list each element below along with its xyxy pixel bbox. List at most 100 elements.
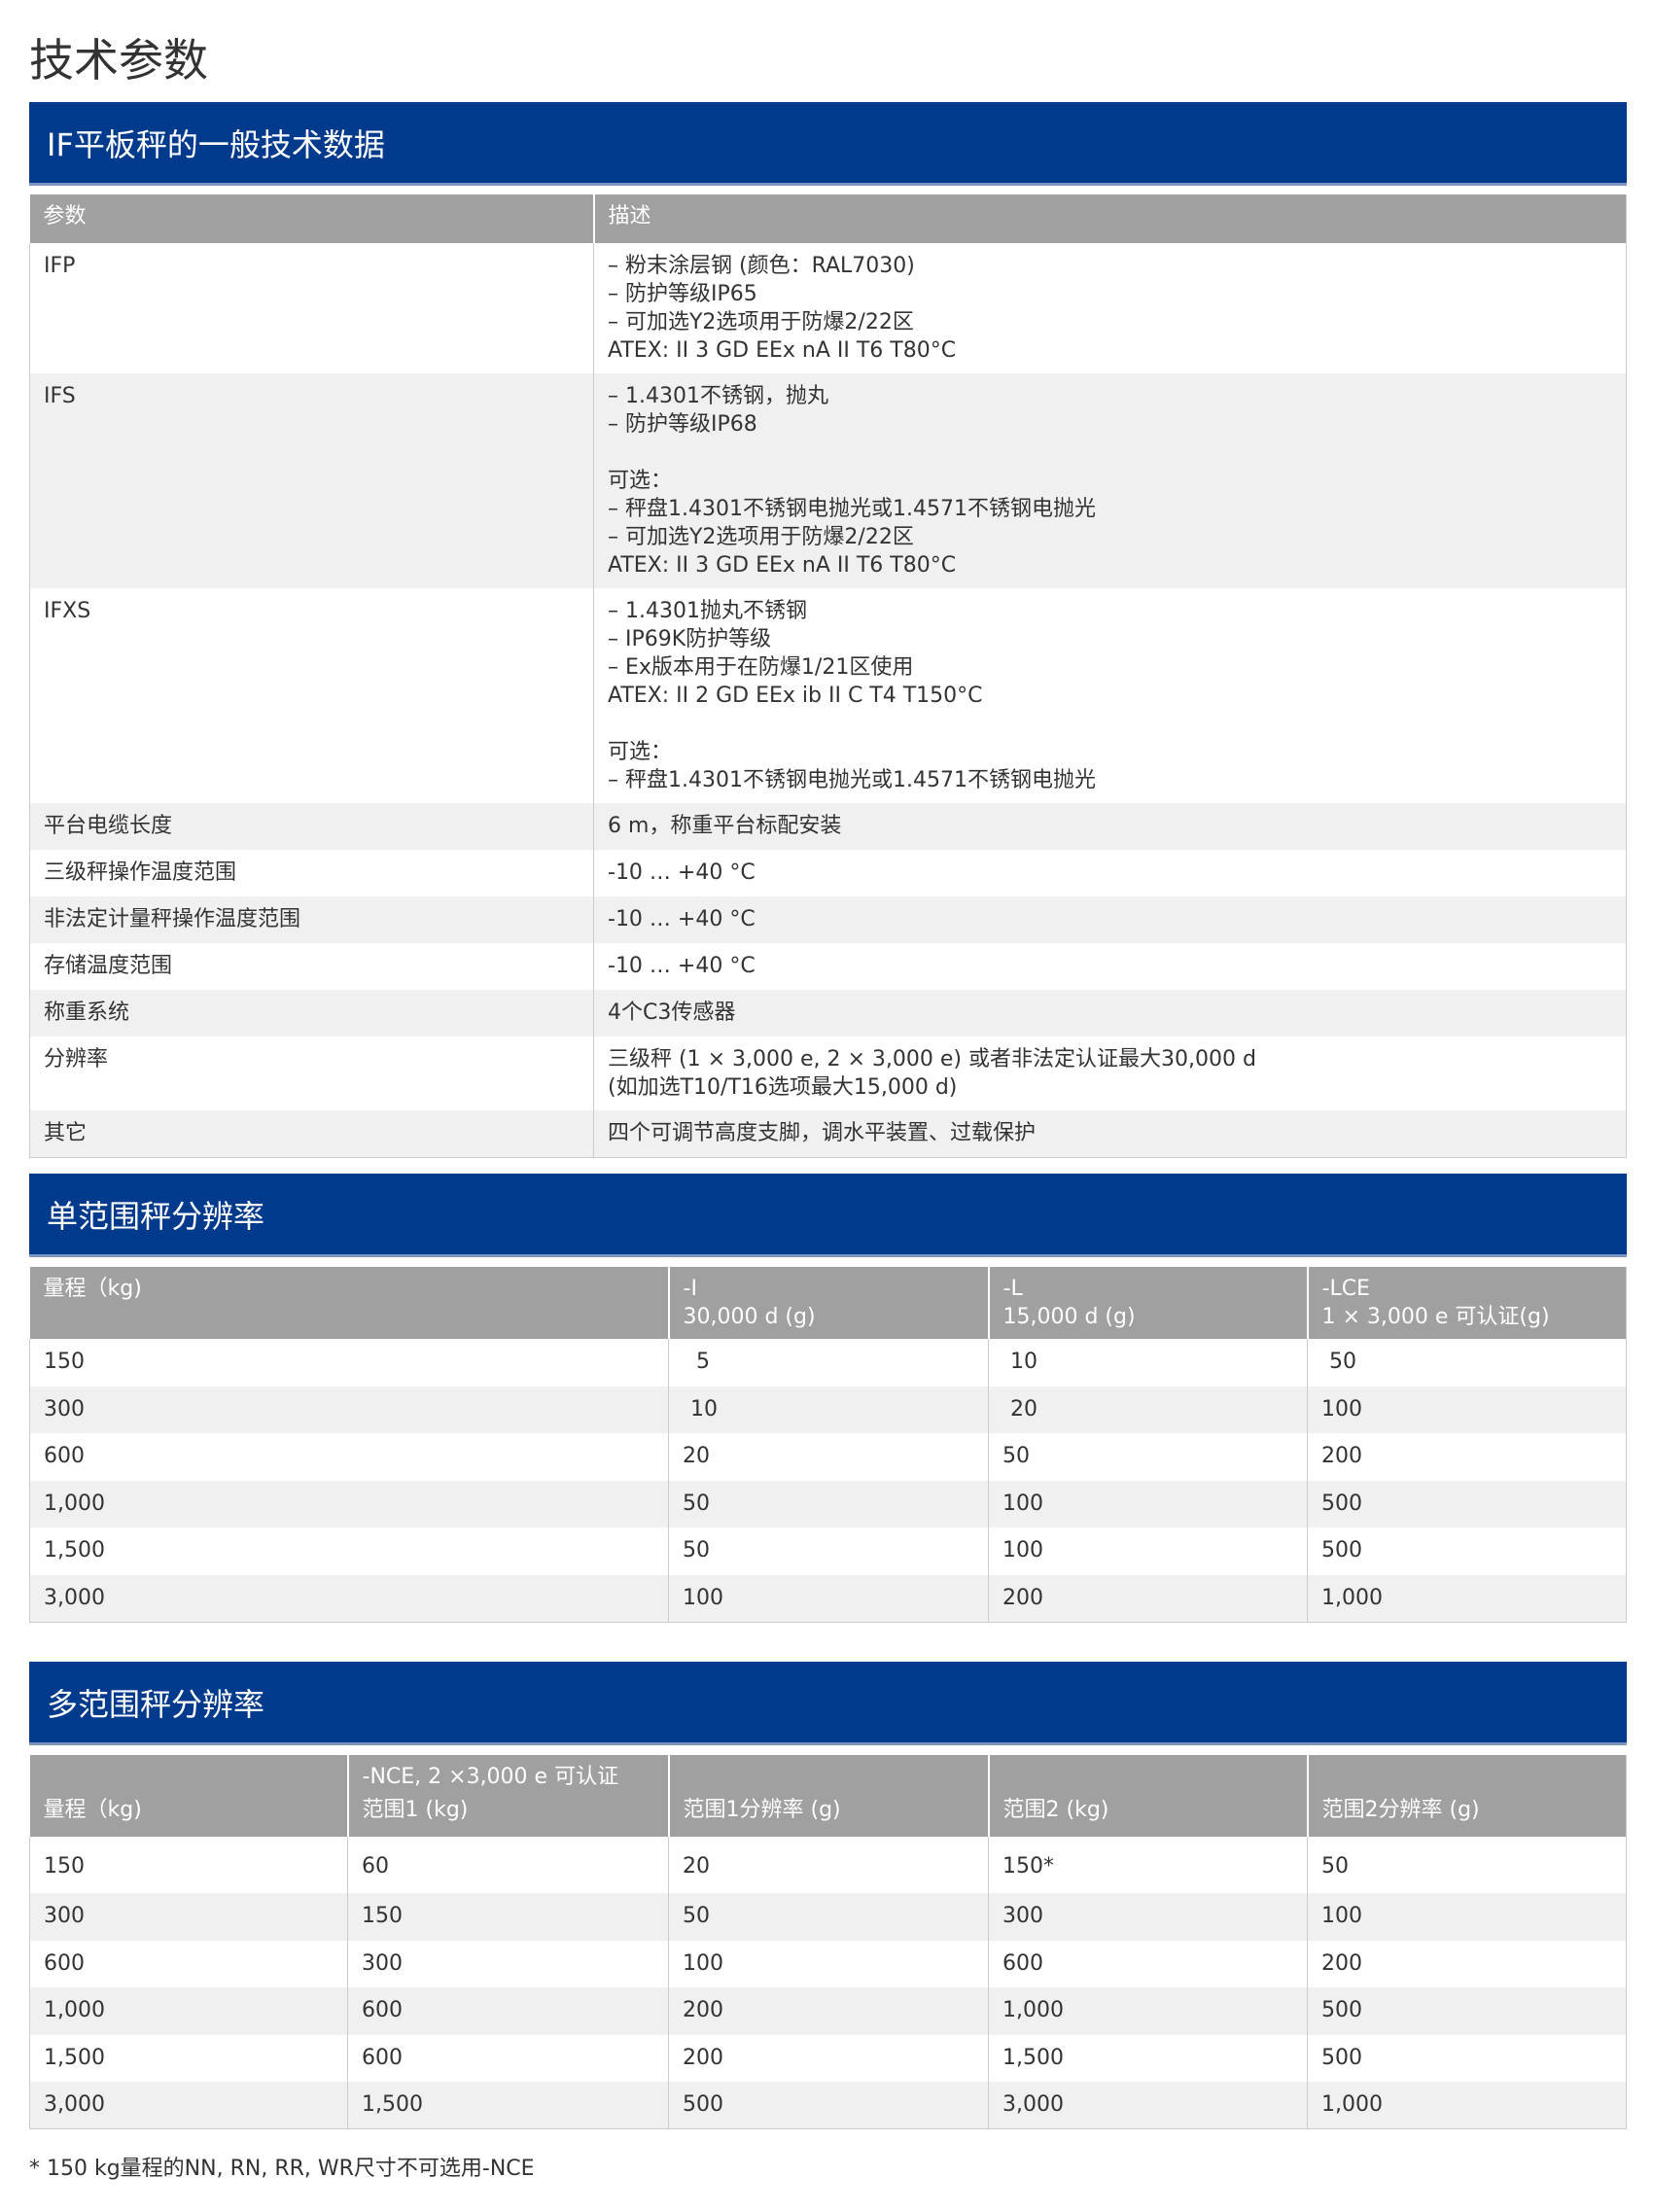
desc-line: 可选： — [608, 740, 673, 764]
table-row: 150 5 10 50 — [29, 1339, 1627, 1387]
table-cell: 500 — [668, 2082, 989, 2129]
table-cell: 60 — [347, 1837, 669, 1893]
desc-cell: 6 m，称重平台标配安装 — [593, 803, 1627, 850]
table-cell: 20 — [668, 1433, 989, 1481]
column-header: 参数 — [29, 194, 594, 243]
desc-line: – 秤盘1.4301不锈钢电抛光或1.4571不锈钢电抛光 — [608, 497, 1096, 521]
column-header: 范围1分辨率 (g) — [667, 1794, 989, 1837]
table-row: 3,000 1,500 500 3,000 1,000 — [29, 2082, 1627, 2129]
desc-line: 可选： — [608, 469, 673, 493]
table-cell: 600 — [988, 1940, 1308, 1987]
header-line: 15,000 d (g) — [1002, 1305, 1136, 1329]
desc-line: ATEX: II 2 GD EEx ib II C T4 T150°C — [608, 684, 983, 708]
desc-line: – 粉末涂层钢 (颜色：RAL7030) — [608, 254, 915, 278]
table-cell: 20 — [668, 1837, 989, 1893]
header-line: 量程（kg) — [43, 1277, 142, 1301]
desc-line: – 防护等级IP65 — [608, 282, 757, 306]
desc-cell: 四个可调节高度支脚，调水平装置、过载保护 — [593, 1110, 1627, 1157]
table-row: 600 20 50 200 — [29, 1433, 1627, 1481]
table-cell: 1,500 — [988, 2034, 1308, 2082]
table-cell: 500 — [1307, 1987, 1627, 2035]
desc-line: 6 m，称重平台标配安装 — [608, 814, 842, 838]
param-cell: 非法定计量秤操作温度范围 — [29, 896, 594, 943]
desc-line — [608, 710, 1612, 738]
desc-cell: 4个C3传感器 — [593, 990, 1627, 1036]
desc-line: (如加选T10/T16选项最大15,000 d) — [608, 1075, 958, 1100]
desc-cell: – 1.4301不锈钢，抛丸 – 防护等级IP68 可选： – 秤盘1.4301不锈钢… — [593, 373, 1627, 588]
table-row: 其它 四个可调节高度支脚，调水平装置、过载保护 — [29, 1110, 1627, 1157]
table-cell: 3,000 — [29, 2082, 348, 2129]
table-cell: 50 — [1307, 1837, 1627, 1893]
column-header: 描述 — [592, 194, 1627, 243]
table-row: 称重系统 4个C3传感器 — [29, 990, 1627, 1036]
header-line: -L — [1002, 1277, 1023, 1301]
param-cell: 称重系统 — [29, 990, 594, 1036]
column-header: -L 15,000 d (g) — [987, 1267, 1308, 1339]
table-cell: 200 — [1307, 1940, 1627, 1987]
table-cell: 600 — [347, 2034, 669, 2082]
table-cell: 10 — [668, 1386, 989, 1433]
table-row: 平台电缆长度 6 m，称重平台标配安装 — [29, 803, 1627, 850]
single-range-table: 量程（kg) -I 30,000 d (g) -L 15,000 d (g) -LCE 1 … — [29, 1267, 1627, 1623]
desc-line: 四个可调节高度支脚，调水平装置、过载保护 — [608, 1121, 1037, 1145]
desc-line: – 1.4301不锈钢，抛丸 — [608, 384, 828, 408]
multi-range-table: -NCE, 2 ×3,000 e 可认证 量程（kg) 范围1 (kg) 范围1分辨… — [29, 1755, 1627, 2129]
table-cell: 300 — [347, 1940, 669, 1987]
table-cell: 50 — [1307, 1339, 1627, 1387]
table-cell: 150 — [29, 1339, 669, 1387]
table-cell: 50 — [668, 1480, 989, 1527]
desc-line: – Ex版本用于在防爆1/21区使用 — [608, 655, 914, 680]
table-cell: 10 — [988, 1339, 1308, 1387]
desc-cell: -10 … +40 °C — [593, 943, 1627, 990]
table-cell: 200 — [988, 1574, 1308, 1622]
desc-line: ATEX: II 3 GD EEx nA II T6 T80°C — [608, 553, 957, 578]
table-cell: 20 — [988, 1386, 1308, 1433]
table-cell: 1,500 — [347, 2082, 669, 2129]
column-header: -LCE 1 × 3,000 e 可认证(g) — [1306, 1267, 1627, 1339]
page-title: 技术参数 — [29, 34, 208, 87]
desc-line: – 可加选Y2选项用于防爆2/22区 — [608, 525, 914, 549]
table-cell: 3,000 — [29, 1574, 669, 1622]
table-cell: 500 — [1307, 1480, 1627, 1527]
table-cell: 1,000 — [988, 1987, 1308, 2035]
table-cell: 200 — [668, 1987, 989, 2035]
table-row: 300 10 20 100 — [29, 1386, 1627, 1433]
table-row: 三级秤操作温度范围 -10 … +40 °C — [29, 850, 1627, 896]
param-cell: 三级秤操作温度范围 — [29, 850, 594, 896]
table-cell: 100 — [668, 1574, 989, 1622]
desc-line: – 防护等级IP68 — [608, 412, 757, 437]
header-line: -LCE — [1321, 1277, 1370, 1301]
desc-line: 4个C3传感器 — [608, 1001, 736, 1025]
multi-range-section-banner: 多范围秤分辨率 — [29, 1662, 1627, 1745]
param-cell: 存储温度范围 — [29, 943, 594, 990]
column-header: -I 30,000 d (g) — [667, 1267, 989, 1339]
table-cell: 600 — [29, 1940, 348, 1987]
param-cell: IFXS — [29, 588, 594, 803]
footnote: * 150 kg量程的NN, RN, RR, WR尺寸不可选用-NCE — [29, 2157, 535, 2181]
desc-line: – 秤盘1.4301不锈钢电抛光或1.4571不锈钢电抛光 — [608, 768, 1096, 792]
param-cell: IFP — [29, 243, 594, 373]
single-range-section-banner: 单范围秤分辨率 — [29, 1174, 1627, 1257]
table-cell: 600 — [29, 1433, 669, 1481]
table-cell: 1,500 — [29, 1527, 669, 1575]
table-cell: 100 — [1307, 1893, 1627, 1941]
param-cell: IFS — [29, 373, 594, 588]
table-row: IFS – 1.4301不锈钢，抛丸 – 防护等级IP68 可选： – 秤盘1.4301… — [29, 373, 1627, 588]
desc-cell: -10 … +40 °C — [593, 896, 1627, 943]
table-row: 1,500 600 200 1,500 500 — [29, 2034, 1627, 2082]
desc-line: -10 … +40 °C — [608, 907, 756, 931]
table-row: 分辨率 三级秤 (1 × 3,000 e, 2 × 3,000 e) 或者非法定认… — [29, 1036, 1627, 1110]
table-row: IFP – 粉末涂层钢 (颜色：RAL7030) – 防护等级IP65 – 可加选Y2… — [29, 243, 1627, 373]
desc-cell: – 粉末涂层钢 (颜色：RAL7030) – 防护等级IP65 – 可加选Y2选项用… — [593, 243, 1627, 373]
column-header: 范围2分辨率 (g) — [1306, 1794, 1627, 1837]
table-row: 300 150 50 300 100 — [29, 1893, 1627, 1941]
table-row: 1,000 600 200 1,000 500 — [29, 1987, 1627, 2035]
column-header: 量程（kg) — [29, 1267, 669, 1339]
desc-line: -10 … +40 °C — [608, 860, 756, 885]
general-data-table: 参数 描述 IFP – 粉末涂层钢 (颜色：RAL7030) – 防护等级IP65 –… — [29, 194, 1627, 1158]
desc-line: – IP69K防护等级 — [608, 627, 772, 651]
table-row: IFXS – 1.4301抛丸不锈钢 – IP69K防护等级 – Ex版本用于在防爆1… — [29, 588, 1627, 803]
table-cell: 100 — [988, 1480, 1308, 1527]
table-cell: 300 — [29, 1386, 669, 1433]
desc-cell: 三级秤 (1 × 3,000 e, 2 × 3,000 e) 或者非法定认证最大… — [593, 1036, 1627, 1110]
